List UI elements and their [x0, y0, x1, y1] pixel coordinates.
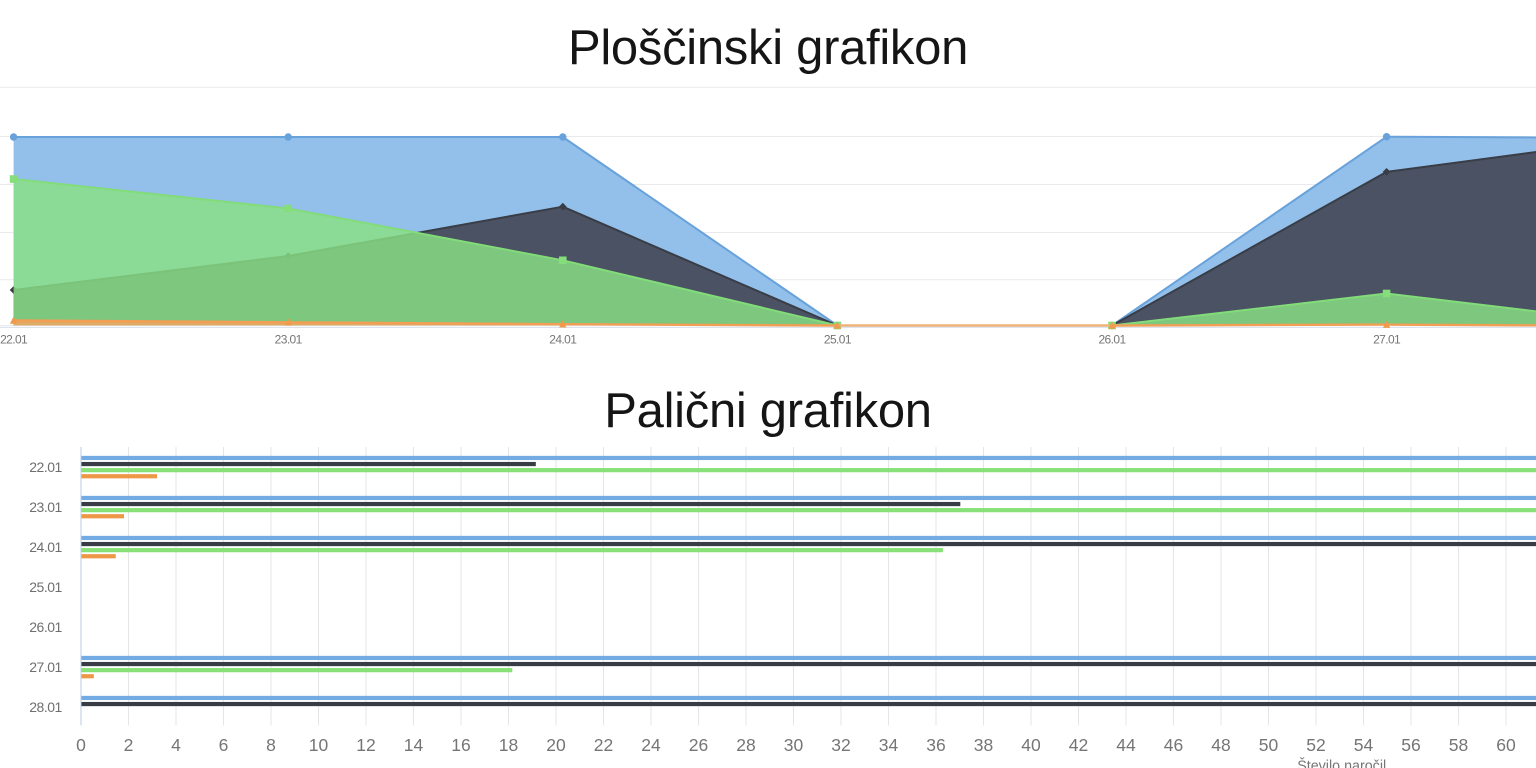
svg-text:56: 56 [1401, 735, 1420, 755]
svg-text:44: 44 [1116, 735, 1136, 755]
svg-text:23.01: 23.01 [275, 333, 303, 347]
svg-text:14: 14 [404, 735, 424, 755]
svg-text:50: 50 [1259, 735, 1279, 755]
svg-text:36: 36 [926, 735, 945, 755]
svg-text:32: 32 [831, 735, 850, 755]
svg-text:58: 58 [1449, 735, 1468, 755]
svg-text:60: 60 [1496, 735, 1516, 755]
svg-text:24.01: 24.01 [29, 539, 62, 555]
svg-text:42: 42 [1069, 735, 1088, 755]
svg-text:10: 10 [309, 735, 329, 755]
svg-text:24: 24 [641, 735, 661, 755]
svg-text:28.01: 28.01 [29, 699, 62, 715]
svg-text:46: 46 [1164, 735, 1183, 755]
svg-text:48: 48 [1211, 735, 1230, 755]
svg-text:25.01: 25.01 [29, 579, 62, 595]
svg-text:20: 20 [546, 735, 566, 755]
svg-text:8: 8 [266, 735, 276, 755]
svg-text:30: 30 [784, 735, 804, 755]
svg-text:2: 2 [124, 735, 134, 755]
svg-text:26.01: 26.01 [1098, 333, 1126, 347]
svg-text:22.01: 22.01 [29, 459, 62, 475]
svg-text:54: 54 [1354, 735, 1374, 755]
svg-text:6: 6 [219, 735, 229, 755]
svg-text:25.01: 25.01 [824, 333, 852, 347]
svg-text:22: 22 [594, 735, 613, 755]
svg-text:26: 26 [689, 735, 708, 755]
svg-text:12: 12 [356, 735, 375, 755]
svg-text:52: 52 [1306, 735, 1325, 755]
svg-text:38: 38 [974, 735, 993, 755]
svg-text:26.01: 26.01 [29, 619, 62, 635]
svg-text:40: 40 [1021, 735, 1041, 755]
svg-text:22.01: 22.01 [0, 333, 28, 347]
svg-text:28: 28 [736, 735, 755, 755]
svg-text:27.01: 27.01 [1373, 333, 1401, 347]
svg-text:27.01: 27.01 [29, 659, 62, 675]
svg-text:0: 0 [76, 735, 86, 755]
svg-text:23.01: 23.01 [29, 499, 62, 515]
svg-text:34: 34 [879, 735, 899, 755]
svg-text:24.01: 24.01 [549, 333, 577, 347]
svg-text:16: 16 [451, 735, 470, 755]
svg-text:Število naročil: Število naročil [1297, 757, 1386, 768]
svg-text:18: 18 [499, 735, 518, 755]
svg-text:4: 4 [171, 735, 181, 755]
